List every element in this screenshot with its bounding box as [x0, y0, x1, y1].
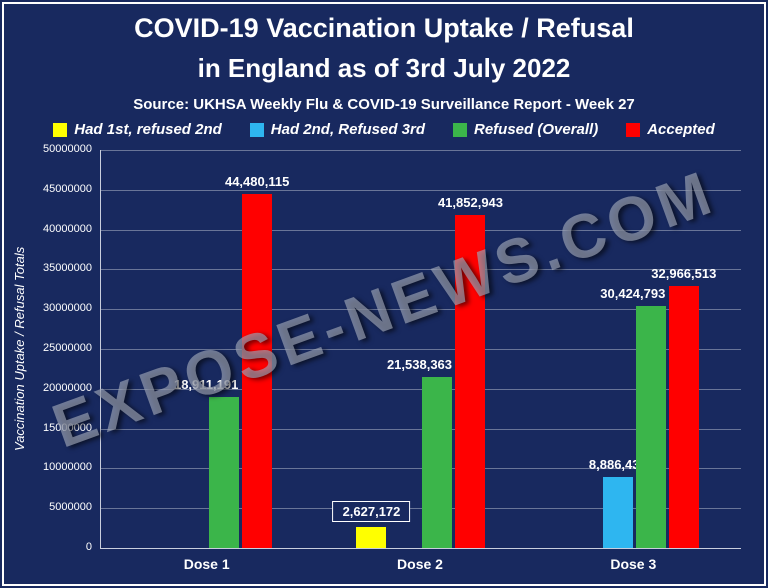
y-tick-label: 45000000	[43, 182, 92, 195]
bar-value-label: 21,538,363	[386, 356, 453, 372]
y-axis-ticks: 0 5000000 10000000 15000000 20000000 25000000…	[20, 143, 92, 553]
bar-had-1st-refused-2nd-dose-2	[356, 527, 387, 548]
gridline	[101, 189, 741, 191]
bar-value-label: 30,424,793	[600, 285, 666, 301]
bar-slot: 2,627,172	[332, 150, 411, 548]
bar-value-label: 2,627,172	[332, 501, 411, 523]
chart-source: Source: UKHSA Weekly Flu & COVID-19 Surv…	[133, 96, 635, 113]
y-tick-label: 20000000	[43, 381, 92, 394]
legend-swatch	[53, 122, 68, 137]
bar-slot: 21,538,363	[387, 150, 453, 548]
gridline	[101, 269, 741, 271]
bar-value-label: 44,480,115	[224, 173, 290, 189]
bar-slot: 32,966,513	[651, 150, 716, 548]
bar-slot: 8,886,430	[589, 150, 647, 548]
bar-slot	[570, 150, 600, 548]
bar-refused-overall-dose-3	[635, 305, 666, 548]
bar-value-label: 32,966,513	[651, 265, 717, 281]
bar-slot: 18,911,191	[174, 150, 240, 548]
bar-slot: 44,480,115	[225, 150, 289, 548]
y-tick-label: 30000000	[43, 302, 92, 315]
gridline	[101, 388, 741, 390]
chart-title-line1: COVID-19 Vaccination Uptake / Refusal	[134, 13, 634, 43]
legend-label: Had 2nd, Refused 3rd	[270, 121, 425, 138]
bar-slot	[176, 150, 206, 548]
bar-refused-overall-dose-2	[422, 376, 453, 548]
gridline	[101, 508, 741, 510]
legend-label: Refused (Overall)	[474, 121, 599, 138]
category-group: 2,627,172 21,538,363 41,852,943	[314, 150, 527, 548]
y-tick-label: 50000000	[43, 143, 92, 155]
bar-slot: 30,424,793	[600, 150, 666, 548]
legend-swatch	[453, 122, 467, 137]
bar-accepted-dose-1	[242, 193, 273, 548]
x-axis-label: Dose 3	[610, 556, 657, 572]
gridline	[101, 309, 741, 311]
bar-accepted-dose-2	[455, 214, 486, 548]
y-tick-label: 0	[85, 541, 92, 553]
bar-value-label: 8,886,430	[588, 457, 647, 473]
x-axis-labels: Dose 1 Dose 2 Dose 3	[100, 556, 740, 572]
legend-label: Had 1st, refused 2nd	[74, 121, 222, 138]
legend-item: Had 2nd, Refused 3rd	[249, 121, 425, 138]
y-tick-label: 15000000	[43, 421, 92, 434]
category-group: 18,911,191 44,480,115	[101, 150, 314, 548]
bar-had-2nd-refused-3rd-dose-3	[602, 477, 633, 548]
gridline	[101, 229, 741, 231]
bar-value-label: 41,852,943	[437, 194, 504, 210]
legend-swatch	[626, 122, 641, 137]
y-tick-label: 25000000	[43, 342, 92, 354]
gridline	[101, 150, 741, 151]
bar-slot	[143, 150, 173, 548]
legend-swatch	[249, 122, 264, 137]
bar-accepted-dose-3	[668, 285, 699, 548]
bar-value-label: 18,911,191	[173, 377, 239, 393]
x-axis-label: Dose 2	[397, 556, 443, 572]
y-tick-label: 35000000	[43, 262, 92, 275]
chart-title-line2: in England as of 3rd July 2022	[197, 53, 571, 83]
legend-item: Accepted	[626, 121, 715, 138]
plot-area: 18,911,191 44,480,115 2,627,172 21,538,363 4…	[100, 150, 741, 549]
y-tick-label: 5000000	[49, 501, 92, 514]
gridline	[101, 428, 741, 430]
bar-slot	[389, 150, 419, 548]
category-group: 8,886,430 30,424,793 32,966,513	[528, 150, 741, 548]
legend-item: Had 1st, refused 2nd	[53, 121, 222, 138]
bar-slot: 41,852,943	[438, 150, 503, 548]
x-axis-label: Dose 1	[183, 556, 230, 572]
y-tick-label: 40000000	[43, 222, 92, 235]
y-tick-label: 10000000	[43, 461, 92, 474]
legend-label: Accepted	[647, 121, 715, 138]
legend-item: Refused (Overall)	[453, 121, 598, 138]
bar-refused-overall-dose-1	[209, 397, 240, 548]
gridline	[101, 349, 741, 350]
gridline	[101, 468, 741, 470]
legend: Had 1st, refused 2nd Had 2nd, Refused 3rd…	[0, 121, 768, 138]
